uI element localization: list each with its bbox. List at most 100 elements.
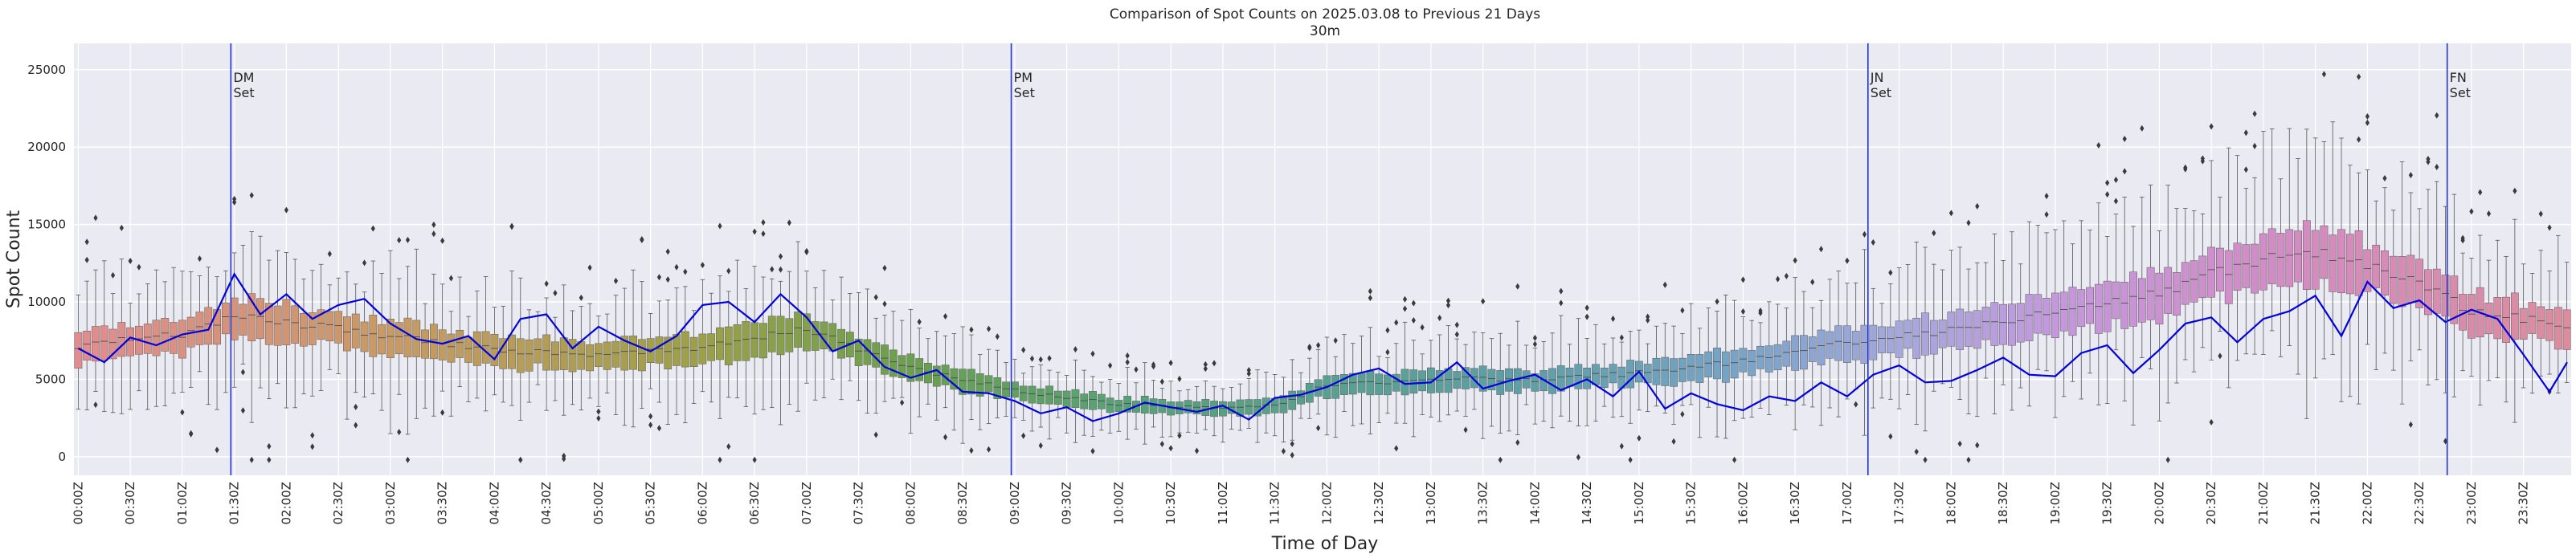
- y-tick-label: 10000: [27, 295, 66, 309]
- box-body: [2320, 225, 2329, 279]
- box-body: [2406, 255, 2415, 303]
- box-outlier: [189, 430, 194, 438]
- box-body: [2381, 250, 2389, 295]
- box-outlier: [596, 414, 601, 422]
- box-outlier: [1151, 363, 1156, 370]
- box-outlier: [440, 237, 445, 244]
- box-body: [1965, 312, 1973, 347]
- x-tick-label: 17:00Z: [1840, 482, 1854, 525]
- x-tick-label: 03:30Z: [435, 482, 450, 525]
- box-177: [1609, 315, 1617, 418]
- annotation-label: JN: [1870, 70, 1884, 85]
- box-body: [2251, 243, 2259, 294]
- box-body: [1600, 367, 1609, 388]
- box-body: [92, 326, 100, 362]
- box-149: [1366, 287, 1375, 435]
- box-outlier: [1532, 340, 1537, 348]
- box-91: [863, 288, 872, 414]
- box-outlier: [544, 280, 549, 287]
- box-outlier: [1246, 367, 1251, 374]
- box-outlier: [1957, 440, 1962, 447]
- box-outlier: [2113, 198, 2119, 205]
- box-131: [1210, 360, 1218, 437]
- box-outlier: [1394, 445, 1399, 452]
- box-body: [1192, 401, 1201, 414]
- box-206: [1860, 230, 1869, 436]
- box-outlier: [1029, 355, 1035, 362]
- box-outlier: [284, 206, 288, 214]
- box-56: [559, 284, 568, 462]
- box-67: [655, 274, 664, 432]
- box-body: [1990, 302, 1999, 346]
- box-outlier: [1108, 362, 1113, 369]
- box-body: [369, 315, 378, 357]
- box-223: [2008, 231, 2016, 411]
- box-body: [2562, 309, 2571, 350]
- box-outlier: [232, 198, 237, 206]
- box-101: [950, 333, 959, 431]
- box-outlier: [1584, 304, 1589, 312]
- box-body: [837, 328, 845, 359]
- box-124: [1149, 361, 1158, 428]
- box-body: [490, 333, 499, 366]
- box-body: [2190, 260, 2198, 303]
- box-body: [2302, 220, 2311, 290]
- box-outlier: [1576, 454, 1580, 461]
- box-170: [1548, 332, 1556, 429]
- box-9: [152, 269, 161, 407]
- x-tick-label: 00:30Z: [123, 482, 137, 525]
- box-246: [2207, 123, 2216, 426]
- box-body: [247, 293, 256, 341]
- box-body: [2415, 259, 2424, 308]
- box-body: [1626, 360, 1634, 389]
- box-body: [2224, 250, 2233, 304]
- box-body: [438, 329, 447, 360]
- box-outlier: [882, 300, 887, 308]
- box-outlier: [2140, 124, 2145, 132]
- box-2: [92, 214, 100, 409]
- box-body: [2363, 249, 2372, 292]
- box-body: [1556, 365, 1565, 392]
- box-body: [1384, 374, 1392, 396]
- box-body: [595, 343, 603, 367]
- box-58: [577, 294, 586, 411]
- box-105: [984, 325, 993, 453]
- box-136: [1253, 369, 1261, 443]
- box-body: [673, 334, 681, 366]
- box-249: [2233, 155, 2242, 361]
- box-outlier: [1411, 317, 1416, 324]
- box-outlier: [770, 266, 775, 273]
- box-118: [1097, 381, 1106, 431]
- box-outlier: [110, 271, 116, 279]
- box-body: [421, 329, 429, 359]
- box-44: [456, 276, 464, 388]
- box-outlier: [726, 267, 731, 275]
- box-21: [256, 235, 264, 389]
- box-body: [637, 339, 646, 372]
- box-body: [559, 337, 568, 370]
- box-227: [2042, 193, 2051, 372]
- box-outlier: [1810, 279, 1815, 286]
- box-body: [1011, 381, 1019, 398]
- box-234: [2103, 179, 2112, 405]
- box-body: [195, 312, 204, 345]
- box-27: [308, 270, 317, 450]
- box-outlier: [2408, 421, 2413, 428]
- box-outlier: [761, 219, 766, 226]
- box-outlier: [1159, 440, 1164, 447]
- box-outlier: [2538, 210, 2543, 218]
- box-body: [1375, 373, 1384, 395]
- box-145: [1331, 337, 1340, 438]
- box-241: [2164, 185, 2173, 463]
- box-body: [178, 320, 186, 359]
- box-14: [195, 255, 204, 373]
- box-outlier: [1715, 298, 1719, 305]
- box-57: [568, 310, 577, 405]
- box-outlier: [2209, 418, 2214, 426]
- box-60: [595, 316, 603, 422]
- box-172: [1565, 344, 1574, 422]
- box-body: [1097, 393, 1106, 409]
- box-body: [264, 303, 273, 345]
- box-body: [1929, 320, 1938, 355]
- box-body: [1053, 390, 1062, 405]
